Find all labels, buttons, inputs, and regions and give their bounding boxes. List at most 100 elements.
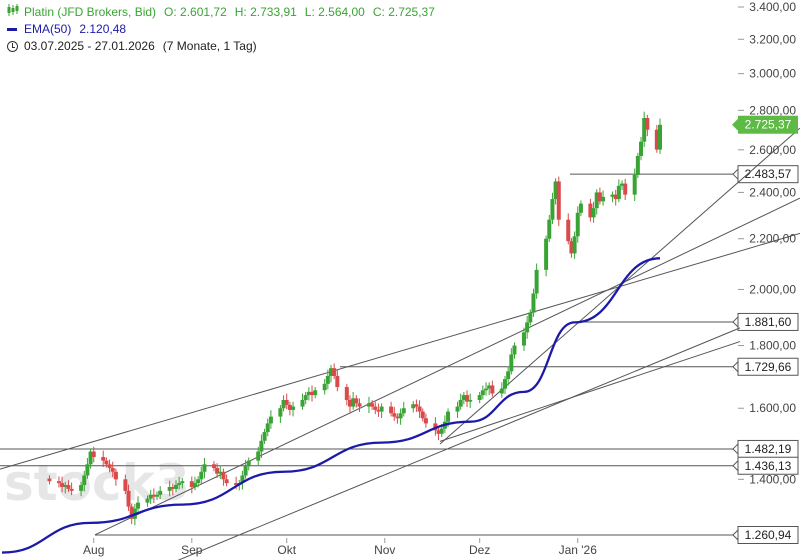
candle-body [173, 485, 178, 489]
candle-body [107, 464, 112, 469]
candles [47, 111, 662, 526]
candle-body [344, 387, 349, 400]
candle-body [88, 451, 93, 465]
y-tick-label: 2.000,00 [749, 282, 796, 296]
candle-body [620, 183, 625, 186]
price-level-badge-arrow [732, 360, 739, 373]
candle-body [502, 379, 507, 389]
candle-body [370, 403, 375, 407]
price-level-label: 1.729,66 [745, 360, 792, 374]
candle-body [490, 385, 495, 394]
ema-swatch-icon [7, 28, 17, 31]
candle-body [446, 411, 451, 422]
candle-body [376, 409, 381, 412]
last-price-badge-arrow [732, 118, 738, 131]
price-level-badge-arrow [732, 315, 739, 329]
candle-body [499, 388, 504, 394]
candle-body [623, 183, 628, 195]
candle-body [180, 481, 185, 484]
y-tick-label: 2.400,00 [749, 185, 796, 199]
candle-body [335, 375, 340, 388]
candle-body [458, 399, 463, 407]
candle-body [645, 118, 650, 130]
candle-body [281, 399, 286, 409]
trendline [439, 341, 741, 442]
clock-icon [7, 41, 18, 52]
candle-body [148, 494, 153, 499]
candle-body [145, 498, 150, 503]
price-level-badge-arrow [732, 442, 739, 456]
candle-body [572, 236, 577, 254]
candle-body [322, 383, 327, 391]
candle-body [79, 485, 84, 491]
candle-body [256, 451, 261, 461]
candle-body [151, 494, 156, 497]
candle-body [484, 388, 489, 391]
horizontal-levels: 2.483,57 1.881,60 1.729,66 1.482,19 1.436,13… [0, 165, 799, 544]
trendline [0, 232, 800, 470]
candle-body [192, 483, 197, 487]
candle-body [591, 208, 596, 218]
candle-body [436, 430, 441, 434]
candle-body [265, 423, 270, 433]
candle-body [189, 481, 194, 487]
legend-ema-row: EMA(50) 2.120,48 [6, 21, 435, 38]
candle-body [465, 395, 470, 402]
candle-body [167, 486, 172, 491]
candle-body [553, 181, 558, 200]
candle-body [566, 219, 571, 242]
legend-range-row: 03.07.2025 - 27.01.2026 (7 Monate, 1 Tag… [6, 38, 435, 55]
candle-body [414, 404, 419, 407]
price-level-label: 2.483,57 [745, 167, 792, 181]
legend-open: O: 2.601,72 [164, 5, 227, 19]
candle-body [373, 406, 378, 410]
y-tick-label: 2.800,00 [749, 103, 796, 117]
candle-body [411, 404, 416, 409]
candle-body [601, 196, 606, 202]
price-level-label: 1.482,19 [745, 442, 792, 456]
candle-body [110, 468, 115, 472]
candle-body [642, 118, 647, 142]
legend-close: C: 2.725,37 [372, 5, 435, 19]
legend-high: H: 2.733,91 [234, 5, 297, 19]
y-tick-label: 1.400,00 [749, 472, 796, 486]
candle-body [521, 332, 526, 346]
candle-body [303, 395, 308, 400]
price-level-label: 1.436,13 [745, 459, 792, 473]
candle-body [512, 345, 517, 355]
watermark: stock3 [4, 454, 190, 512]
candle-body [332, 368, 337, 376]
candle-body [243, 466, 248, 476]
candle-body [234, 483, 239, 486]
candle-body [101, 456, 106, 461]
candle-body [461, 395, 466, 400]
ema-line [1, 257, 661, 554]
y-tick-label: 2.600,00 [749, 143, 796, 157]
candle-body [401, 408, 406, 414]
candle-body [480, 390, 485, 396]
candle-body [126, 490, 131, 507]
candle-body [420, 411, 425, 419]
candle-body [632, 174, 637, 195]
y-tick-label: 3.000,00 [749, 67, 796, 81]
legend-instrument-row: Platin (JFD Brokers, Bid) O: 2.601,72 H:… [6, 4, 435, 21]
legend-ema-value: 2.120,48 [79, 22, 127, 36]
candle-body [329, 368, 333, 376]
watermark-text: stock3 [4, 454, 190, 512]
candle-body [129, 506, 134, 519]
candle-body [240, 475, 245, 484]
candle-body [300, 399, 305, 407]
last-price-label: 2.725,37 [745, 118, 792, 132]
x-tick-label: Aug [83, 543, 104, 557]
candle-body [278, 408, 283, 417]
candle-body [47, 478, 52, 482]
candle-body [547, 219, 552, 239]
legend-low: L: 2.564,00 [304, 5, 365, 19]
candle-body [211, 464, 216, 469]
candle-body [379, 406, 384, 412]
candle-body [392, 413, 397, 417]
candle-body [351, 398, 356, 407]
candle-body [389, 406, 394, 414]
candle-body [224, 479, 229, 484]
